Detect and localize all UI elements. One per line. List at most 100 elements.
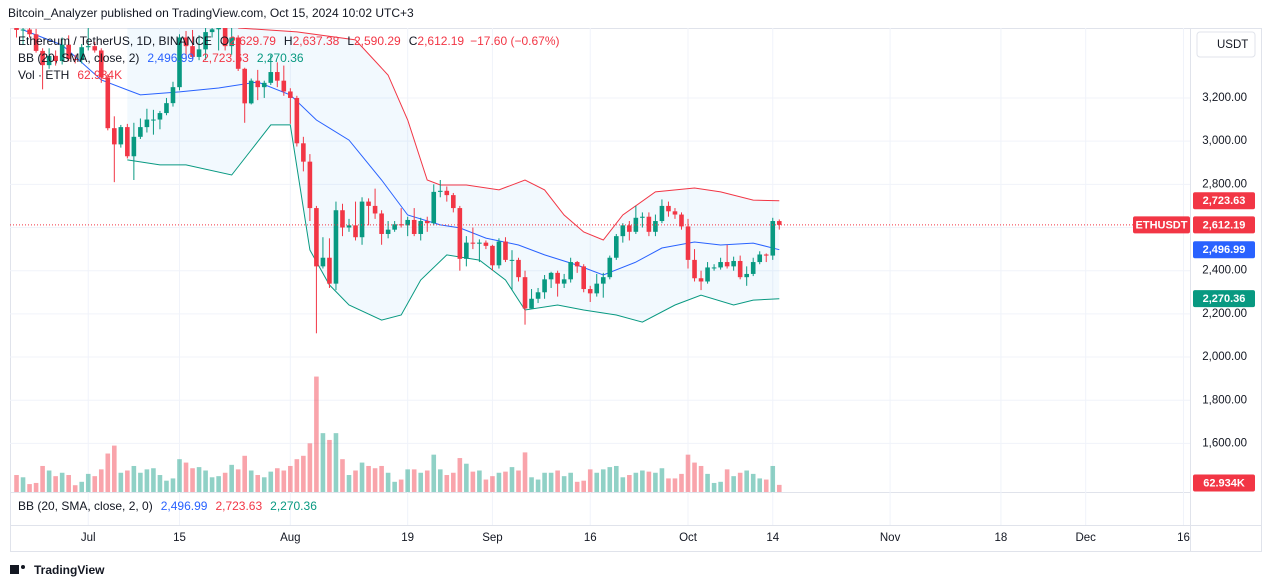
candle-body [503, 241, 508, 260]
volume-bar [385, 472, 391, 492]
volume-bar [516, 470, 521, 492]
volume-bar [144, 469, 150, 492]
candle-body [281, 80, 287, 92]
candle-body [561, 279, 567, 284]
candle-body [66, 44, 71, 60]
candle-body [451, 195, 456, 209]
candle-body [14, 28, 19, 30]
candle-body [112, 128, 117, 145]
volume-bar [692, 462, 697, 492]
volume-bar [398, 479, 404, 492]
legend-item: 2,270.36 [270, 499, 317, 513]
candle-body [613, 236, 619, 258]
volume-bar [600, 469, 606, 492]
candle-body [40, 50, 45, 66]
price-marker [1193, 290, 1255, 308]
candle-body [672, 211, 678, 215]
price-marker-label: 2,270.36 [1203, 293, 1246, 305]
candle-body [92, 46, 98, 51]
legend-item: O [220, 34, 229, 48]
volume-bar [40, 465, 45, 492]
candle-body [770, 221, 776, 256]
candle-body [594, 283, 600, 294]
x-tick-label: Sep [482, 532, 502, 544]
candle-body [288, 91, 293, 98]
volume-bar [659, 468, 665, 492]
candle-body [235, 37, 241, 69]
legend-item: 2,612.19 [417, 34, 464, 48]
legend-item: Ethereum / TetherUS, 1D, BINANCE [18, 34, 212, 48]
candle-body [333, 210, 339, 284]
candle-body [118, 127, 124, 145]
volume-bar [151, 468, 156, 492]
volume-bar [737, 472, 743, 492]
candle-body [737, 260, 743, 278]
volume-bar [555, 470, 560, 492]
candle-body [470, 242, 476, 244]
price-marker-label: 2,723.63 [1203, 195, 1246, 207]
footer: TradingView [34, 563, 105, 577]
price-marker [1193, 192, 1255, 210]
legend-item: 2,496.99 [147, 51, 194, 65]
volume-bar [568, 472, 573, 492]
candle-body [294, 97, 300, 144]
candle-body [679, 214, 684, 227]
volume-bar [457, 458, 463, 492]
footer-logo [10, 565, 25, 574]
currency[interactable]: USDT [1217, 39, 1248, 51]
candle-body [424, 221, 430, 224]
legend-item: 2,270.36 [257, 51, 304, 65]
volume-bar [548, 472, 554, 492]
candle-body [72, 59, 78, 61]
volume-bar [424, 470, 430, 492]
volume-bar [483, 479, 489, 492]
volume-bar [646, 471, 652, 492]
volume-bar [196, 467, 202, 492]
candle-body [411, 219, 417, 234]
currency-button[interactable] [1196, 31, 1256, 58]
candle-body [555, 272, 560, 284]
candle-body [138, 127, 143, 137]
volume-bar [750, 473, 756, 492]
candle-body [183, 37, 189, 47]
candle-body [46, 55, 52, 66]
volume-bar [229, 464, 234, 492]
candle-body [763, 254, 769, 256]
candle-body [542, 279, 547, 293]
candle-body [59, 44, 65, 62]
candle-body [640, 216, 645, 218]
candle-body [85, 46, 91, 48]
volume-bar [85, 473, 91, 492]
volume-bar [542, 472, 547, 492]
x-tick-label: Jul [81, 532, 96, 544]
candle-body [477, 242, 482, 244]
legend-item: H [284, 34, 293, 48]
volume-bar [744, 470, 749, 492]
volume-bar [320, 433, 326, 492]
volume-bar [392, 481, 397, 492]
volume-bar [776, 484, 782, 492]
candle-body [216, 28, 221, 30]
x-tick-label: Dec [1075, 532, 1096, 544]
legend-item: 2,629.79 [229, 34, 276, 48]
price-marker [1193, 474, 1255, 492]
volume-bar [314, 376, 319, 492]
legend-item: Vol · ETH [18, 68, 69, 82]
candle-body [731, 260, 736, 267]
candle-body [529, 298, 534, 309]
volume-bar [248, 470, 254, 492]
candle-body [301, 143, 306, 162]
candle-body [685, 226, 691, 260]
candle-body [548, 272, 554, 280]
legend-row: BB (20, SMA, close, 2, 0) 2,496.99 2,723.6… [18, 499, 317, 513]
candle-body [164, 103, 169, 114]
x-tick-label: Oct [679, 532, 698, 544]
volume-bar [235, 469, 241, 492]
candle-body [392, 224, 397, 230]
bollinger-band [238, 28, 780, 241]
volume-bar [509, 467, 515, 492]
candle-body [242, 68, 247, 104]
candle-body [490, 245, 495, 266]
plot [10, 28, 1190, 492]
y-tick-label: 1,600.00 [1202, 437, 1247, 449]
